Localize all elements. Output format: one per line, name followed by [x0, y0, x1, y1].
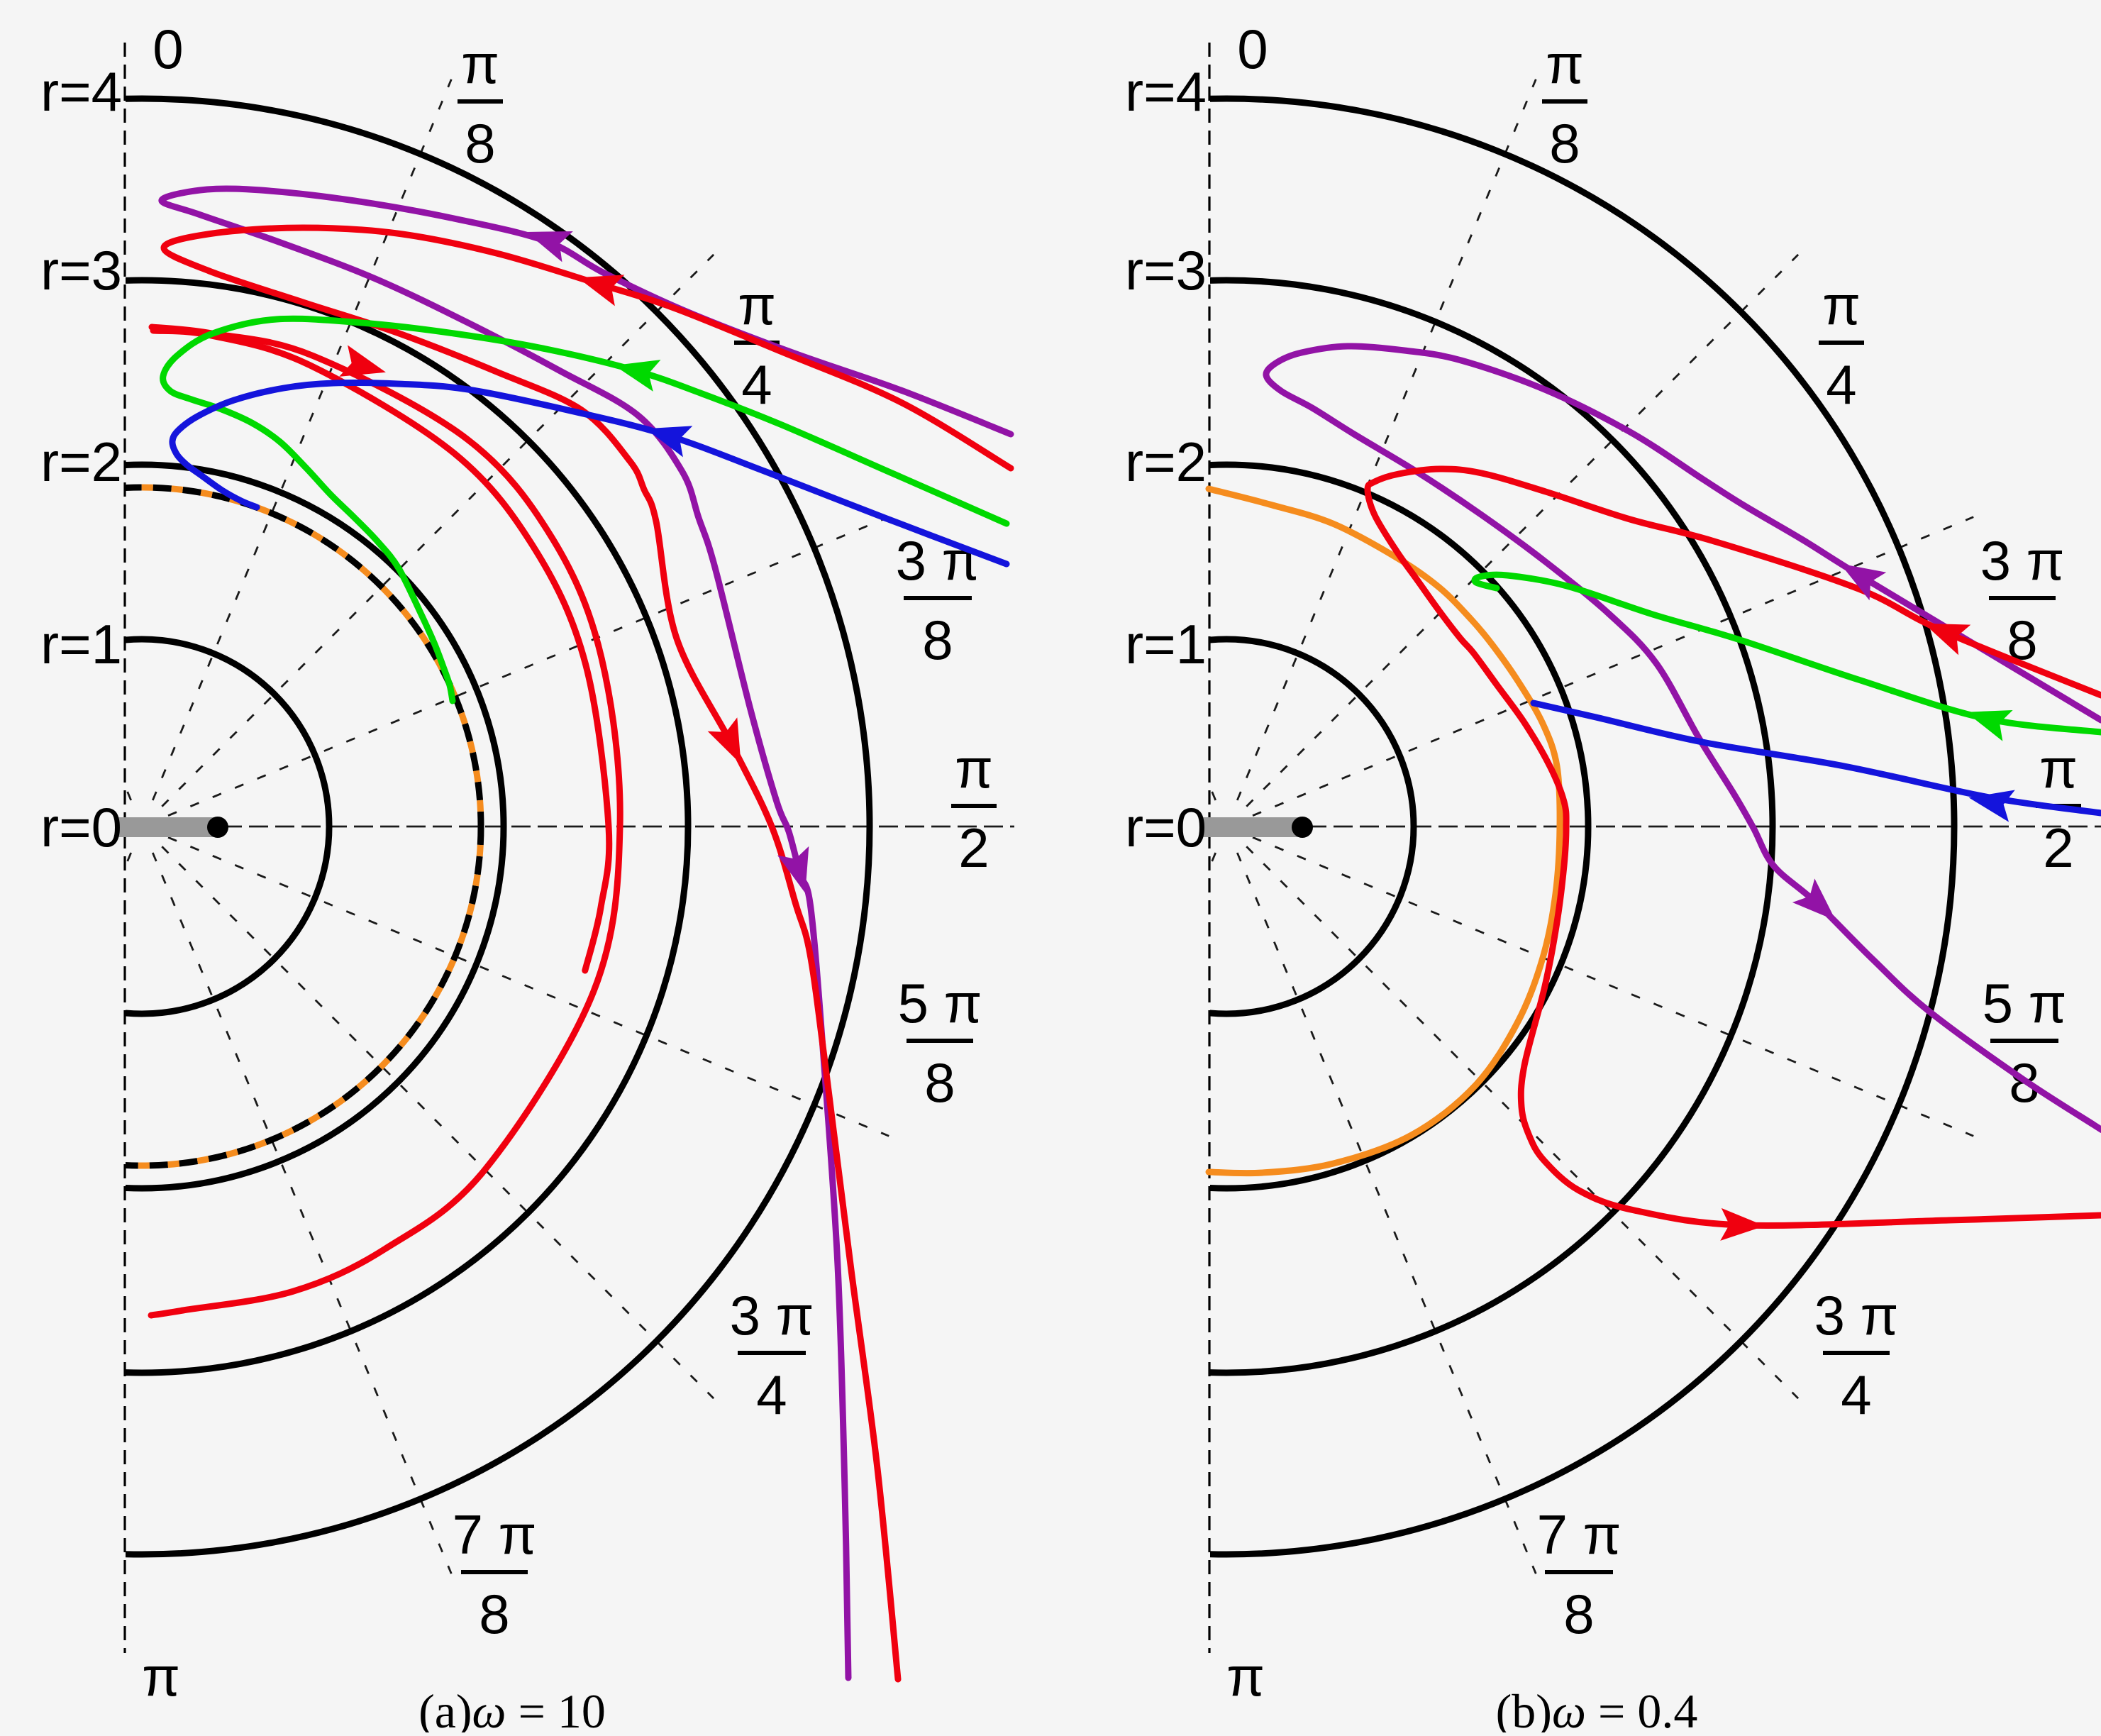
svg-text:r=1: r=1 [1125, 613, 1207, 675]
svg-text:π: π [1822, 274, 1861, 336]
svg-text:8: 8 [922, 609, 953, 671]
svg-text:r=0: r=0 [1125, 796, 1207, 858]
svg-text:r=2: r=2 [40, 431, 122, 493]
svg-text:π: π [461, 33, 499, 95]
svg-text:0: 0 [153, 18, 183, 80]
svg-text:0: 0 [1237, 18, 1268, 80]
svg-text:r=2: r=2 [1125, 431, 1207, 493]
svg-text:r=3: r=3 [40, 239, 122, 302]
svg-text:r=4: r=4 [1125, 60, 1207, 123]
svg-text:3 π: 3 π [1814, 1284, 1899, 1347]
svg-text:π: π [1226, 1645, 1265, 1708]
svg-text:8: 8 [1563, 1583, 1594, 1645]
svg-text:5 π: 5 π [898, 972, 982, 1034]
svg-text:7 π: 7 π [453, 1503, 537, 1566]
svg-text:r=1: r=1 [40, 613, 122, 675]
svg-text:(a)ω = 10: (a)ω = 10 [418, 1684, 606, 1732]
svg-text:π: π [738, 274, 776, 336]
svg-text:r=0: r=0 [40, 796, 122, 858]
svg-text:2: 2 [958, 817, 989, 879]
svg-text:π: π [955, 737, 993, 800]
svg-text:π: π [1546, 33, 1584, 95]
svg-text:8: 8 [465, 112, 495, 175]
svg-text:4: 4 [1826, 353, 1856, 416]
svg-text:5 π: 5 π [1983, 972, 2067, 1034]
svg-text:4: 4 [1841, 1364, 1871, 1426]
svg-text:π: π [2039, 737, 2078, 800]
svg-text:8: 8 [479, 1583, 509, 1645]
svg-text:4: 4 [741, 353, 772, 416]
svg-text:r=3: r=3 [1125, 239, 1207, 302]
svg-text:r=4: r=4 [40, 60, 122, 123]
svg-text:8: 8 [924, 1051, 955, 1114]
svg-text:(b)ω = 0.4: (b)ω = 0.4 [1496, 1684, 1698, 1732]
svg-text:3 π: 3 π [1980, 529, 2065, 592]
svg-text:8: 8 [1549, 112, 1580, 175]
svg-text:π: π [142, 1645, 180, 1708]
svg-text:4: 4 [756, 1364, 787, 1426]
svg-text:2: 2 [2043, 817, 2073, 879]
svg-text:3 π: 3 π [730, 1284, 814, 1347]
svg-text:7 π: 7 π [1537, 1503, 1622, 1566]
